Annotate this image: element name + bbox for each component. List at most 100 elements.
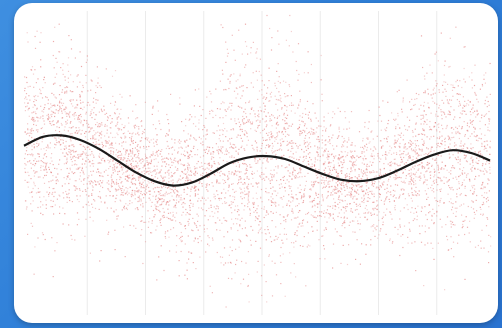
scatter-point (219, 80, 221, 82)
scatter-point (131, 158, 133, 161)
scatter-point (92, 136, 94, 138)
scatter-point (132, 195, 134, 197)
scatter-point (82, 84, 84, 87)
scatter-point (297, 211, 300, 213)
scatter-point (137, 117, 139, 119)
scatter-point (219, 129, 221, 131)
scatter-point (363, 201, 365, 204)
scatter-point (275, 158, 277, 160)
scatter-point (192, 123, 195, 125)
scatter-point (271, 152, 274, 154)
scatter-point (390, 163, 392, 166)
scatter-point (244, 66, 246, 68)
scatter-point (361, 185, 363, 187)
scatter-point (203, 149, 205, 151)
scatter-point (171, 161, 173, 163)
scatter-point (476, 98, 478, 100)
scatter-point (472, 208, 475, 210)
scatter-point (479, 88, 481, 90)
scatter-point (197, 200, 199, 202)
scatter-point (319, 215, 321, 217)
scatter-point (372, 170, 374, 172)
scatter-point (307, 114, 309, 116)
scatter-point (411, 108, 413, 110)
scatter-point (179, 175, 181, 177)
scatter-point (317, 155, 319, 157)
scatter-point (482, 170, 484, 172)
scatter-point (409, 157, 411, 159)
scatter-point (291, 140, 293, 142)
scatter-point (47, 145, 49, 147)
scatter-point (268, 132, 270, 134)
scatter-point (34, 120, 36, 122)
scatter-point (394, 184, 397, 186)
scatter-point (30, 130, 32, 132)
scatter-point (137, 151, 139, 153)
scatter-point (468, 76, 470, 78)
scatter-point (231, 137, 233, 139)
scatter-point (162, 158, 164, 160)
scatter-point (152, 195, 154, 197)
scatter-point (26, 98, 28, 100)
scatter-point (485, 163, 487, 165)
scatter-point (224, 219, 226, 222)
scatter-point (62, 207, 64, 209)
scatter-point (169, 188, 171, 190)
scatter-point (332, 207, 334, 209)
scatter-point (422, 66, 424, 69)
scatter-point (194, 237, 196, 239)
scatter-point (377, 155, 379, 157)
scatter-point (32, 111, 35, 113)
scatter-point (253, 201, 255, 204)
scatter-point (414, 180, 416, 182)
scatter-point (188, 154, 190, 156)
scatter-point (56, 122, 58, 124)
scatter-point (372, 207, 374, 210)
scatter-point (155, 198, 157, 200)
scatter-point (315, 180, 317, 182)
scatter-point (259, 58, 261, 60)
scatter-point (472, 112, 474, 114)
scatter-point (140, 121, 142, 123)
scatter-point (443, 74, 445, 76)
scatter-point (52, 276, 54, 278)
scatter-point (486, 144, 489, 146)
scatter-point (449, 37, 451, 39)
scatter-point (338, 128, 340, 130)
scatter-point (369, 172, 371, 174)
scatter-point (88, 175, 90, 177)
scatter-point (124, 154, 126, 156)
scatter-point (465, 176, 468, 178)
scatter-point (307, 147, 309, 150)
scatter-point (152, 178, 154, 180)
scatter-point (249, 208, 251, 210)
scatter-point (321, 139, 323, 141)
scatter-point (350, 208, 352, 210)
scatter-point (244, 183, 246, 185)
scatter-point (415, 194, 417, 196)
scatter-point (275, 226, 277, 228)
scatter-point (165, 186, 167, 188)
scatter-point (106, 129, 108, 131)
scatter-point (342, 141, 345, 143)
scatter-point (337, 180, 339, 182)
scatter-point (270, 241, 273, 243)
scatter-point (105, 112, 108, 114)
scatter-point (189, 154, 191, 156)
scatter-point (255, 192, 257, 194)
scatter-point (486, 171, 488, 173)
scatter-point (111, 118, 113, 120)
scatter-point (137, 176, 139, 178)
scatter-point (334, 205, 336, 207)
scatter-point (172, 186, 174, 188)
scatter-point (171, 188, 173, 191)
scatter-point (66, 153, 68, 155)
scatter-point (182, 164, 184, 166)
scatter-point (271, 114, 273, 116)
scatter-point (248, 178, 250, 180)
scatter-point (146, 160, 148, 162)
scatter-point (36, 107, 38, 109)
scatter-point (373, 183, 375, 185)
scatter-point (85, 111, 87, 113)
scatter-point (29, 192, 31, 194)
